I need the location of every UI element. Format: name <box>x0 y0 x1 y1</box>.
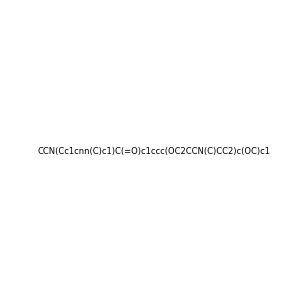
Text: CCN(Cc1cnn(C)c1)C(=O)c1ccc(OC2CCN(C)CC2)c(OC)c1: CCN(Cc1cnn(C)c1)C(=O)c1ccc(OC2CCN(C)CC2)… <box>37 147 270 156</box>
